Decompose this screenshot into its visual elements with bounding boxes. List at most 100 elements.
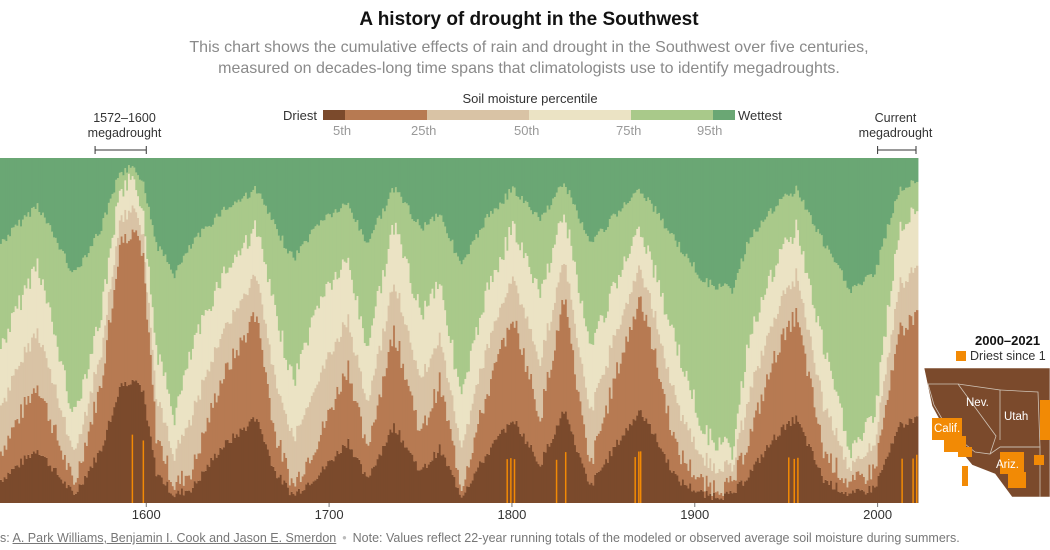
heatmap-cell xyxy=(720,498,723,503)
heatmap-cell xyxy=(526,441,529,503)
heatmap-cell xyxy=(54,158,58,238)
heatmap-cell xyxy=(490,211,493,276)
heatmap-cell xyxy=(29,158,32,217)
heatmap-cell xyxy=(188,158,191,246)
heatmap-cell xyxy=(369,441,372,476)
heatmap-cell xyxy=(647,423,650,503)
heatmap-cell xyxy=(383,445,387,503)
heatmap-cell xyxy=(391,224,394,292)
heatmap-cell xyxy=(340,452,343,503)
heatmap-cell xyxy=(552,198,555,248)
heatmap-cell xyxy=(797,230,800,281)
heatmap-cell xyxy=(40,398,43,456)
heatmap-cell xyxy=(380,218,383,294)
heatmap-cell xyxy=(170,158,173,270)
heatmap-cell xyxy=(124,158,127,169)
heatmap-cell xyxy=(63,370,67,417)
heatmap-cell xyxy=(692,490,696,503)
heatmap-cell xyxy=(462,486,465,496)
heatmap-cell xyxy=(433,451,436,503)
heatmap-cell xyxy=(908,314,912,419)
heatmap-cell xyxy=(848,158,851,290)
heatmap-cell xyxy=(303,158,306,242)
heatmap-cell xyxy=(643,198,647,248)
heatmap-cell xyxy=(844,456,848,479)
heatmap-cell xyxy=(429,158,433,220)
heatmap-cell xyxy=(29,351,32,403)
heatmap-cell xyxy=(215,348,219,403)
heatmap-cell xyxy=(246,295,250,334)
heatmap-cell xyxy=(91,392,94,425)
heatmap-cell xyxy=(31,268,34,338)
heatmap-cell xyxy=(457,158,460,257)
heatmap-cell xyxy=(795,415,798,503)
heatmap-cell xyxy=(780,249,784,296)
heatmap-cell xyxy=(636,158,639,190)
heatmap-cell xyxy=(385,321,389,369)
heatmap-cell xyxy=(303,342,306,416)
heatmap-cell xyxy=(612,378,615,447)
heatmap-cell xyxy=(599,158,603,229)
heatmap-cell xyxy=(747,445,751,478)
heatmap-cell xyxy=(713,463,716,481)
heatmap-cell xyxy=(691,266,694,399)
heatmap-cell xyxy=(555,192,559,235)
heatmap-cell xyxy=(705,158,709,279)
heatmap-cell xyxy=(841,478,844,492)
heatmap-cell xyxy=(632,193,636,237)
heatmap-cell xyxy=(862,281,866,433)
heatmap-cell xyxy=(837,158,840,266)
heatmap-cell xyxy=(727,493,731,503)
heatmap-cell xyxy=(552,360,555,439)
heatmap-cell xyxy=(612,281,615,335)
heatmap-cell xyxy=(788,320,791,421)
heatmap-cell xyxy=(694,479,698,493)
heatmap-cell xyxy=(398,234,402,293)
heatmap-cell xyxy=(824,248,828,359)
heatmap-cell xyxy=(585,387,588,438)
heatmap-cell xyxy=(475,385,478,433)
heatmap-cell xyxy=(31,207,34,269)
heatmap-cell xyxy=(500,203,504,260)
heatmap-cell xyxy=(694,272,698,413)
heatmap-cell xyxy=(455,423,458,468)
heatmap-cell xyxy=(151,349,155,385)
heatmap-cell xyxy=(511,186,515,222)
heatmap-cell xyxy=(784,340,787,430)
heatmap-cell xyxy=(879,158,882,250)
heatmap-cell xyxy=(117,158,120,179)
heatmap-cell xyxy=(639,158,643,194)
heatmap-cell xyxy=(777,313,780,355)
heatmap-cell xyxy=(711,284,714,441)
footer-source-prefix: s: xyxy=(0,531,13,545)
heatmap-cell xyxy=(621,315,625,353)
heatmap-cell xyxy=(162,484,166,503)
heatmap-cell xyxy=(650,433,654,503)
heatmap-cell xyxy=(789,425,793,503)
heatmap-cell xyxy=(67,484,71,503)
heatmap-cell xyxy=(387,435,391,503)
heatmap-cell xyxy=(444,158,447,227)
heatmap-cell xyxy=(749,334,753,387)
chart-title: A history of drought in the Southwest xyxy=(359,9,699,30)
heatmap-cell xyxy=(559,186,562,222)
heatmap-cell xyxy=(722,158,725,286)
heatmap-cell xyxy=(674,438,678,475)
heatmap-cell xyxy=(855,488,859,503)
annotation-1572-line-2: megadrought xyxy=(87,126,162,140)
heatmap-cell xyxy=(628,253,632,294)
heatmap-cell xyxy=(84,158,87,256)
heatmap-cell xyxy=(23,215,27,286)
heatmap-cell xyxy=(283,248,286,358)
footer-source-link[interactable]: A. Park Williams, Benjamin I. Cook and J… xyxy=(12,531,337,545)
heatmap-cell xyxy=(241,248,244,299)
heatmap-cell xyxy=(405,203,409,259)
heatmap-cell xyxy=(594,474,597,503)
heatmap-cell xyxy=(415,158,418,223)
heatmap-cell xyxy=(570,299,573,344)
heatmap-cell xyxy=(884,158,888,239)
heatmap-cell xyxy=(223,266,226,329)
heatmap-cell xyxy=(736,413,740,440)
heatmap-cell xyxy=(475,234,478,328)
heatmap-cell xyxy=(226,272,230,323)
